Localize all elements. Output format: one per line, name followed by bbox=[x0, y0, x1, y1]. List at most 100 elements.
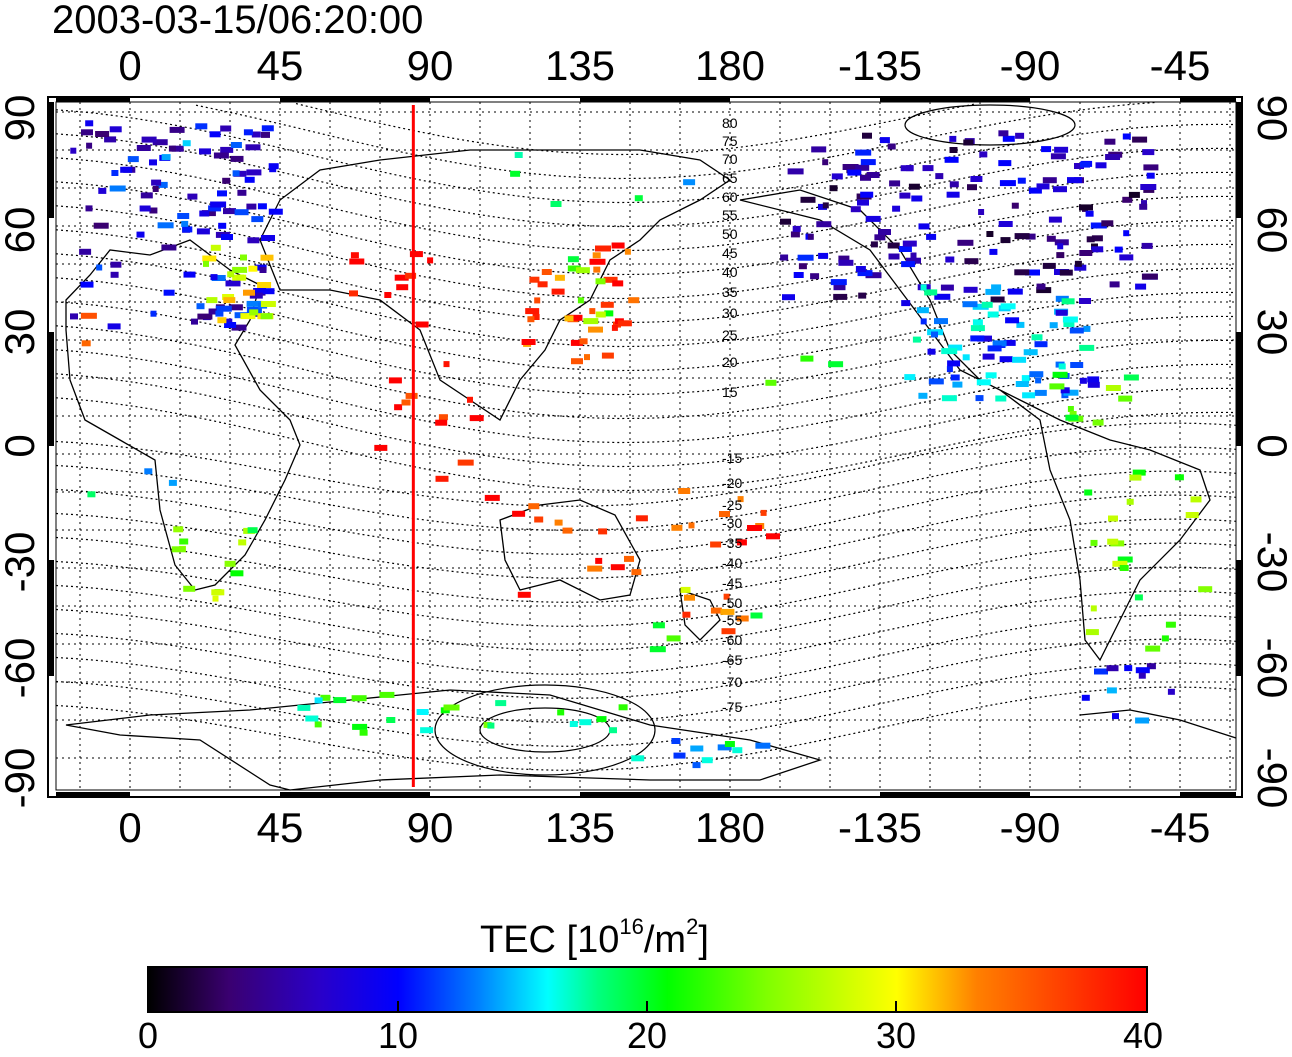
tec-data-point bbox=[855, 149, 872, 156]
tec-data-point bbox=[567, 265, 581, 272]
tec-data-point bbox=[589, 258, 606, 265]
tec-data-point bbox=[210, 201, 227, 208]
tec-data-point bbox=[182, 140, 191, 147]
tec-data-point bbox=[222, 177, 231, 184]
tec-data-point bbox=[830, 279, 847, 286]
lon-tick-bottom: 180 bbox=[694, 804, 766, 851]
tec-data-point bbox=[829, 185, 838, 192]
tec-data-point bbox=[684, 594, 695, 601]
tec-data-point bbox=[720, 608, 735, 615]
tec-data-point bbox=[230, 570, 244, 577]
tec-data-point bbox=[177, 213, 190, 219]
tec-data-point bbox=[579, 338, 588, 345]
tec-data-point bbox=[601, 352, 614, 359]
tec-data-point bbox=[952, 381, 963, 388]
tec-data-point bbox=[810, 273, 820, 280]
tec-data-point bbox=[595, 278, 606, 285]
tec-data-point bbox=[924, 289, 938, 296]
tec-data-point bbox=[860, 159, 876, 166]
tec-data-point bbox=[1070, 362, 1084, 368]
tec-data-point bbox=[223, 297, 236, 304]
tec-data-point bbox=[95, 131, 110, 137]
tec-data-point bbox=[1122, 196, 1133, 203]
tec-data-point bbox=[838, 255, 850, 262]
tec-data-point bbox=[842, 164, 859, 170]
tec-data-point bbox=[671, 524, 683, 531]
tec-data-point bbox=[928, 378, 944, 385]
tec-data-point bbox=[692, 762, 701, 769]
tec-data-point bbox=[234, 209, 249, 216]
tec-data-point bbox=[567, 256, 579, 263]
tec-data-point bbox=[1022, 392, 1036, 399]
tec-data-point bbox=[987, 311, 999, 318]
tec-data-point bbox=[260, 313, 273, 320]
contour-label: -40 bbox=[722, 555, 742, 571]
tec-data-point bbox=[631, 569, 642, 576]
tec-data-point bbox=[992, 340, 1007, 347]
tec-data-point bbox=[351, 695, 367, 702]
contour-label: -50 bbox=[722, 595, 742, 611]
tec-data-point bbox=[220, 125, 232, 132]
tec-data-point bbox=[1091, 235, 1103, 242]
tec-data-point bbox=[467, 396, 473, 403]
tec-data-point bbox=[902, 240, 917, 247]
tec-data-point bbox=[1167, 688, 1175, 695]
tec-data-point bbox=[910, 252, 917, 259]
tec-data-point bbox=[1112, 560, 1128, 567]
contour-label: 25 bbox=[722, 327, 738, 343]
tec-data-point bbox=[998, 160, 1012, 167]
tec-data-point bbox=[1025, 233, 1036, 240]
tec-data-point bbox=[98, 187, 107, 194]
tec-data-point bbox=[196, 228, 210, 235]
tec-data-point bbox=[243, 289, 255, 296]
tec-data-point bbox=[206, 297, 218, 304]
contour-line bbox=[195, 101, 1157, 180]
colorbar-tick: 20 bbox=[626, 1015, 668, 1056]
contour-label: -75 bbox=[722, 699, 742, 715]
tec-data-point bbox=[1090, 539, 1098, 546]
tec-data-point bbox=[688, 522, 695, 529]
tec-data-point bbox=[251, 216, 264, 223]
lon-tick-bottom: 0 bbox=[118, 804, 142, 851]
tec-data-point bbox=[991, 284, 1002, 291]
colorbar-title-end: ] bbox=[698, 919, 709, 961]
tec-data-point bbox=[979, 151, 988, 158]
tec-data-point bbox=[710, 541, 722, 548]
tec-data-points bbox=[70, 120, 1213, 769]
tec-data-point bbox=[268, 208, 283, 215]
tec-data-point bbox=[438, 414, 448, 421]
tec-data-point bbox=[680, 586, 691, 593]
tec-data-point bbox=[912, 336, 921, 343]
tec-data-point bbox=[916, 307, 929, 314]
contour-label: 55 bbox=[722, 207, 738, 223]
tec-data-point bbox=[652, 622, 665, 629]
tec-data-point bbox=[611, 324, 618, 331]
tec-data-point bbox=[110, 271, 119, 278]
colorbar-tickmark bbox=[895, 1001, 897, 1011]
tec-data-point bbox=[1146, 172, 1155, 179]
tec-data-point bbox=[139, 205, 151, 212]
tec-data-point bbox=[904, 374, 916, 381]
tec-data-point bbox=[224, 560, 236, 567]
tec-data-point bbox=[149, 159, 157, 166]
tec-data-point bbox=[1050, 153, 1066, 160]
tec-data-point bbox=[949, 147, 958, 153]
tec-data-point bbox=[1118, 395, 1133, 402]
tec-data-point bbox=[790, 231, 800, 238]
contour-label: -30 bbox=[722, 515, 742, 531]
tec-data-point bbox=[1025, 269, 1040, 276]
colorbar-tick: 40 bbox=[1122, 1015, 1164, 1056]
tec-data-point bbox=[224, 322, 237, 328]
tec-data-point bbox=[443, 704, 460, 711]
tec-data-point bbox=[495, 700, 507, 707]
tec-data-point bbox=[1109, 281, 1120, 288]
contour-label: -70 bbox=[722, 674, 742, 690]
tec-data-point bbox=[199, 148, 211, 155]
tec-data-point bbox=[140, 192, 153, 199]
tec-data-point bbox=[247, 237, 260, 244]
tec-data-point bbox=[80, 281, 94, 288]
tec-data-point bbox=[948, 344, 963, 351]
tec-data-point bbox=[1105, 154, 1121, 160]
tec-data-point bbox=[230, 142, 242, 148]
tec-data-point bbox=[249, 309, 259, 316]
